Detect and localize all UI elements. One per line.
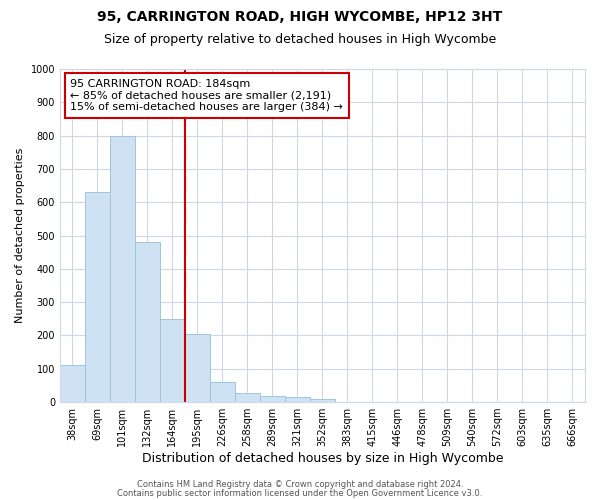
Text: 95 CARRINGTON ROAD: 184sqm
← 85% of detached houses are smaller (2,191)
15% of s: 95 CARRINGTON ROAD: 184sqm ← 85% of deta… [70, 79, 343, 112]
Bar [160, 319, 185, 402]
X-axis label: Distribution of detached houses by size in High Wycombe: Distribution of detached houses by size … [142, 452, 503, 465]
Bar [185, 334, 210, 402]
Text: 95, CARRINGTON ROAD, HIGH WYCOMBE, HP12 3HT: 95, CARRINGTON ROAD, HIGH WYCOMBE, HP12 … [97, 10, 503, 24]
Bar [260, 396, 285, 402]
Bar [85, 192, 110, 402]
Bar [60, 366, 85, 402]
Bar [210, 382, 235, 402]
Bar [110, 136, 135, 402]
Bar [310, 399, 335, 402]
Bar [285, 397, 310, 402]
Text: Contains public sector information licensed under the Open Government Licence v3: Contains public sector information licen… [118, 488, 482, 498]
Text: Contains HM Land Registry data © Crown copyright and database right 2024.: Contains HM Land Registry data © Crown c… [137, 480, 463, 489]
Y-axis label: Number of detached properties: Number of detached properties [15, 148, 25, 323]
Bar [135, 242, 160, 402]
Text: Size of property relative to detached houses in High Wycombe: Size of property relative to detached ho… [104, 32, 496, 46]
Bar [235, 393, 260, 402]
